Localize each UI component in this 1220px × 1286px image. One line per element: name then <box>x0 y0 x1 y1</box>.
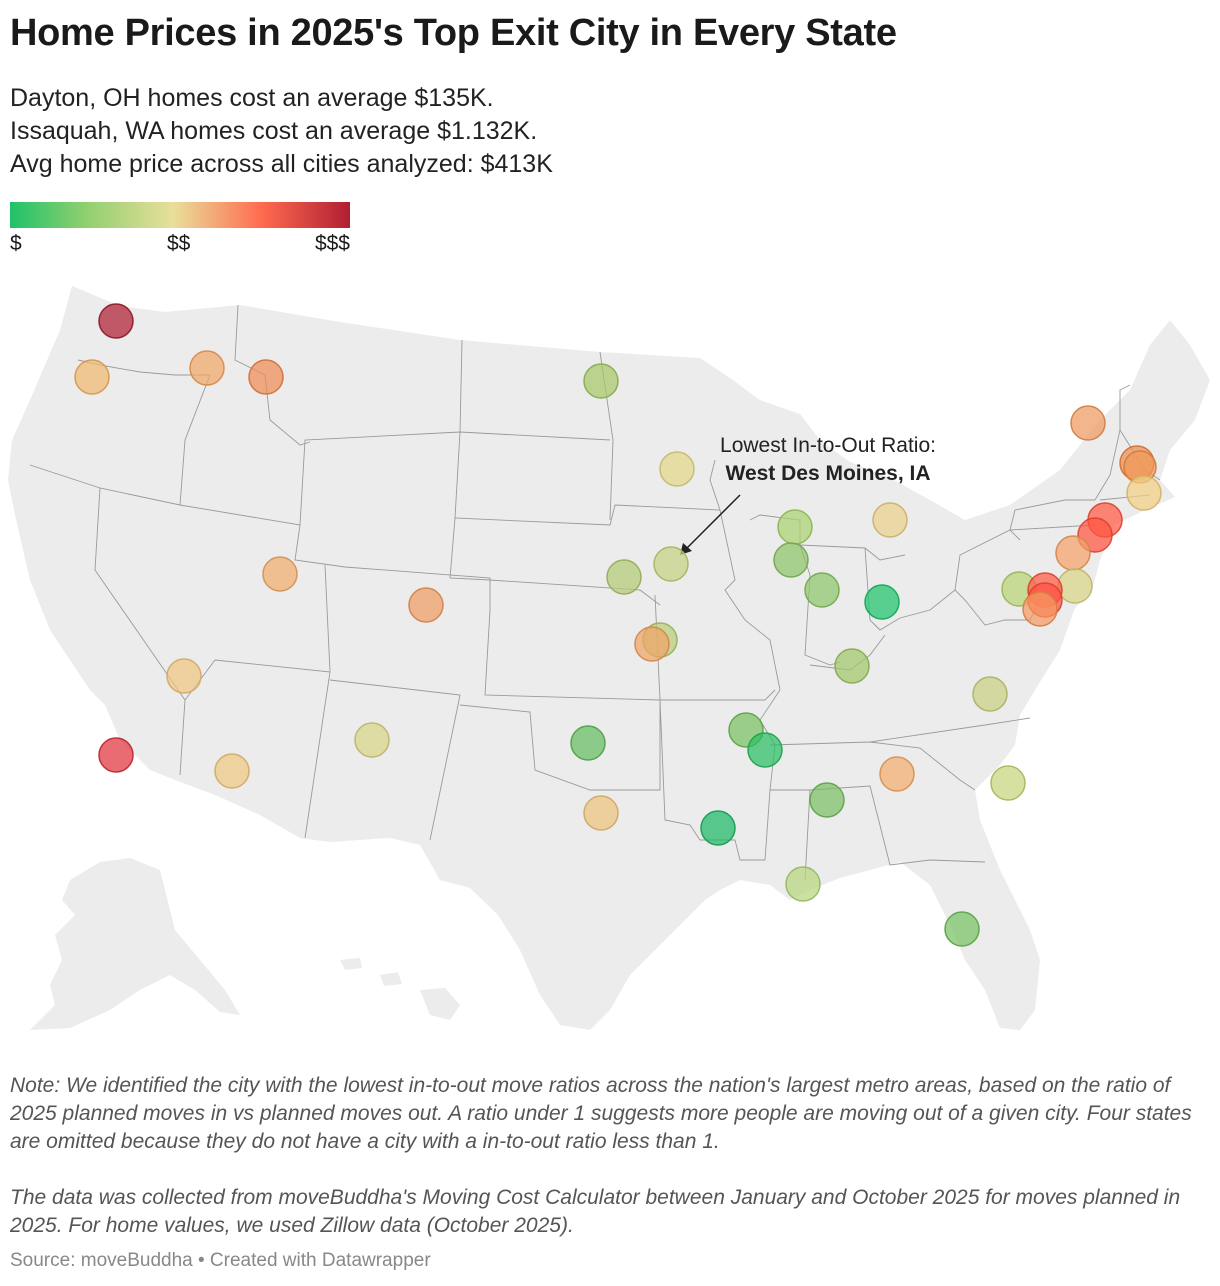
subtitle-line-highest: Issaquah, WA homes cost an average $1.13… <box>10 117 538 145</box>
city-marker[interactable] <box>606 559 642 595</box>
city-marker[interactable] <box>773 542 809 578</box>
city-marker[interactable] <box>785 866 821 902</box>
city-marker[interactable] <box>189 350 225 386</box>
city-marker[interactable] <box>262 556 298 592</box>
note-methodology: Note: We identified the city with the lo… <box>10 1074 1192 1153</box>
city-marker[interactable] <box>98 303 134 339</box>
chart-title: Home Prices in 2025's Top Exit City in E… <box>10 12 897 54</box>
annotation-line-1: Lowest In-to-Out Ratio: <box>720 434 936 457</box>
city-marker[interactable] <box>1126 475 1162 511</box>
notes: Note: We identified the city with the lo… <box>10 1072 1210 1240</box>
legend-gradient-bar <box>10 202 350 228</box>
map-land <box>8 286 1210 1030</box>
annotation: Lowest In-to-Out Ratio: West Des Moines,… <box>680 434 936 555</box>
city-marker[interactable] <box>879 756 915 792</box>
annotation-line-2: West Des Moines, IA <box>726 462 931 485</box>
city-marker[interactable] <box>354 722 390 758</box>
city-marker[interactable] <box>570 725 606 761</box>
city-marker[interactable] <box>809 782 845 818</box>
city-marker[interactable] <box>834 648 870 684</box>
legend-labels: $ $$ $$$ <box>10 232 350 262</box>
hawaii-shape <box>340 958 460 1020</box>
city-marker[interactable] <box>583 363 619 399</box>
legend-label-mid: $$ <box>167 232 191 255</box>
city-marker[interactable] <box>864 584 900 620</box>
city-marker[interactable] <box>659 451 695 487</box>
city-marker[interactable] <box>1057 568 1093 604</box>
city-marker[interactable] <box>777 509 813 545</box>
city-marker[interactable] <box>98 737 134 773</box>
note-data-source: The data was collected from moveBuddha's… <box>10 1186 1181 1237</box>
city-marker[interactable] <box>972 676 1008 712</box>
us-map: Lowest In-to-Out Ratio: West Des Moines,… <box>8 286 1210 1030</box>
city-marker[interactable] <box>1022 591 1058 627</box>
city-marker[interactable] <box>74 359 110 395</box>
color-legend: $ $$ $$$ <box>10 202 350 262</box>
alaska-shape <box>30 858 240 1030</box>
city-marker[interactable] <box>872 502 908 538</box>
city-marker[interactable] <box>804 572 840 608</box>
city-marker[interactable] <box>700 810 736 846</box>
city-marker[interactable] <box>1070 405 1106 441</box>
contiguous-us-shape <box>8 286 1210 1030</box>
subtitle-line-average: Avg home price across all cities analyze… <box>10 150 553 178</box>
city-marker[interactable] <box>214 753 250 789</box>
city-marker[interactable] <box>248 359 284 395</box>
city-marker[interactable] <box>747 732 783 768</box>
source-credit: Source: moveBuddha • Created with Datawr… <box>10 1250 431 1271</box>
city-marker[interactable] <box>990 765 1026 801</box>
city-marker[interactable] <box>408 587 444 623</box>
city-marker[interactable] <box>1055 535 1091 571</box>
subtitle: Dayton, OH homes cost an average $135K. … <box>10 82 553 181</box>
legend-label-high: $$$ <box>314 232 350 255</box>
city-marker[interactable] <box>583 795 619 831</box>
city-marker[interactable] <box>166 658 202 694</box>
city-marker[interactable] <box>653 546 689 582</box>
city-marker[interactable] <box>944 911 980 947</box>
legend-label-low: $ <box>10 232 22 255</box>
annotation-arrow-line <box>684 494 741 551</box>
subtitle-line-lowest: Dayton, OH homes cost an average $135K. <box>10 84 494 112</box>
city-markers <box>74 303 1162 947</box>
city-marker[interactable] <box>634 626 670 662</box>
